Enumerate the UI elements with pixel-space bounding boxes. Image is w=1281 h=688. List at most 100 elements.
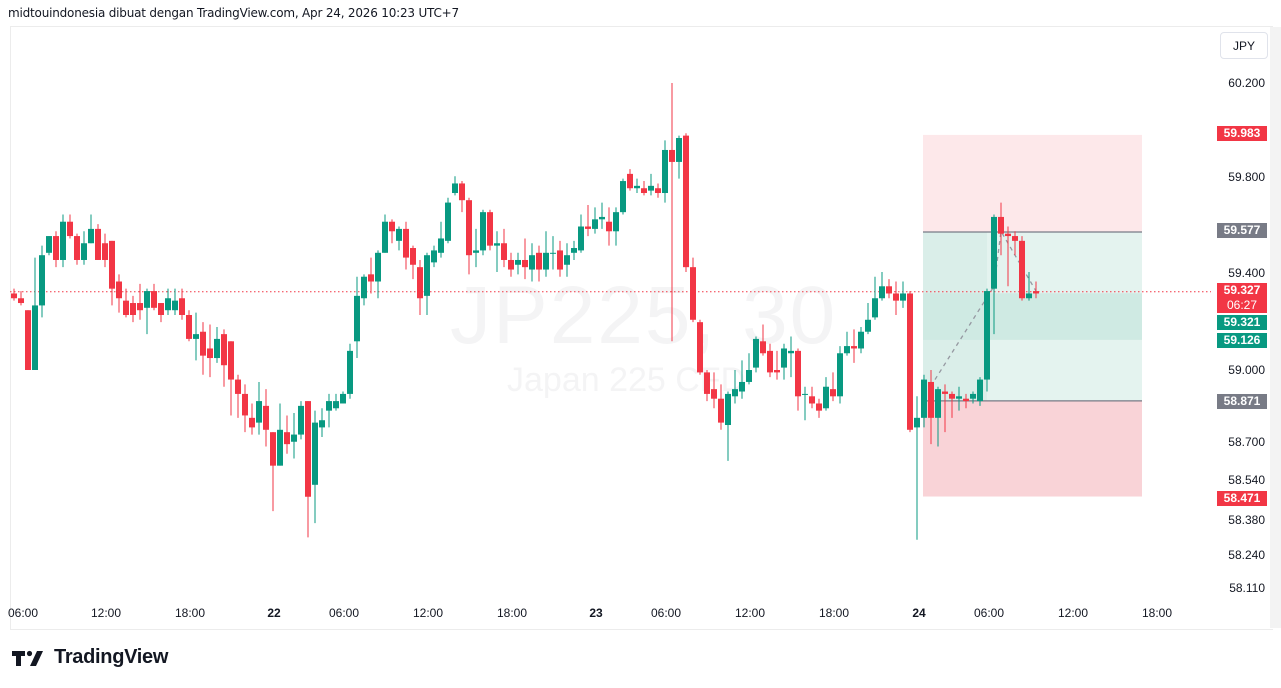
candle-body	[669, 149, 675, 162]
candle-body	[354, 295, 360, 342]
candle-body	[403, 228, 409, 258]
time-axis[interactable]: 06:00 12:00 18:00 22 06:00 12:00 18:00 23 06:00 1…	[8, 598, 1211, 628]
candle-body	[389, 221, 395, 232]
candle-body	[711, 389, 717, 399]
time-tick: 12:00	[734, 606, 766, 620]
price-label: 58.871	[1217, 394, 1267, 409]
candle-body	[165, 298, 171, 311]
candle-body	[942, 391, 948, 394]
candle-body	[46, 236, 52, 253]
price-tick: 58.240	[1228, 548, 1265, 562]
chart-plot-area[interactable]: JP225, 30 Japan 225 CFD	[10, 27, 1211, 597]
time-tick: 23	[589, 606, 603, 620]
candle-body	[606, 221, 612, 232]
candle-body	[312, 422, 318, 485]
candle-body	[361, 276, 367, 299]
candle-body	[102, 243, 108, 260]
candle-body	[123, 300, 129, 315]
candle-body	[718, 398, 724, 423]
candle-body	[949, 393, 955, 399]
candle-body	[270, 432, 276, 466]
candle-body	[620, 181, 626, 213]
price-label: 59.983	[1217, 126, 1267, 141]
candle-body	[592, 219, 598, 229]
filled-zone	[923, 232, 987, 401]
candle-body	[795, 350, 801, 397]
currency-button[interactable]: JPY	[1220, 32, 1268, 59]
candle-body	[424, 255, 430, 296]
candle-body	[81, 243, 87, 260]
candle-body	[613, 212, 619, 232]
candle-body	[676, 138, 682, 162]
symbol-watermark: JP225, 30	[450, 270, 838, 361]
candle-body	[662, 149, 668, 194]
price-tick: 58.110	[1229, 581, 1265, 595]
candle-body	[319, 420, 325, 428]
candle-body	[214, 338, 220, 359]
upper-zone	[923, 134, 1142, 233]
candle-body	[228, 341, 234, 380]
candle-body	[417, 267, 423, 299]
candle-body	[74, 236, 80, 260]
candle-body	[816, 403, 822, 411]
candle-body	[445, 202, 451, 241]
tradingview-logo[interactable]: TradingView	[12, 646, 168, 669]
candle-body	[578, 226, 584, 251]
candle-body	[977, 379, 983, 402]
time-tick: 22	[267, 606, 281, 620]
candle-body	[11, 293, 17, 299]
candle-body	[438, 238, 444, 253]
chart-attribution-header: midtouindonesia dibuat dengan TradingVie…	[8, 6, 459, 20]
candle-body	[242, 393, 248, 416]
price-tick: 58.540	[1228, 473, 1265, 487]
candle-body	[809, 396, 815, 404]
candle-body	[193, 334, 199, 339]
candle-body	[431, 250, 437, 263]
candle-body	[543, 252, 549, 270]
candlestick-chart[interactable]	[10, 27, 1211, 597]
time-tick: 06:00	[650, 606, 682, 620]
candle-body	[347, 350, 353, 394]
candle-body	[515, 259, 521, 265]
candle-body	[529, 255, 535, 270]
candle-body	[60, 221, 66, 260]
candle-body	[382, 221, 388, 253]
price-tick: 59.800	[1228, 170, 1265, 184]
price-axis[interactable]: 60.200 59.800 59.400 59.000 58.700 58.540 58.3…	[1211, 27, 1271, 597]
time-tick: 12:00	[412, 606, 444, 620]
candle-body	[767, 350, 773, 373]
candle-body	[277, 429, 283, 466]
candle-body	[333, 401, 339, 409]
candle-body	[179, 298, 185, 315]
candle-body	[690, 267, 696, 320]
time-tick: 24	[912, 606, 926, 620]
candle-body	[1012, 236, 1018, 241]
time-tick: 18:00	[1141, 606, 1173, 620]
candle-body	[158, 303, 164, 315]
candle-body	[109, 240, 115, 289]
price-tick: 60.200	[1228, 76, 1265, 90]
candle-body	[151, 291, 157, 308]
candle-body	[956, 396, 962, 399]
candle-body	[256, 401, 262, 423]
candle-body	[550, 252, 556, 254]
candle-body	[487, 212, 493, 246]
candle-body	[872, 298, 878, 318]
candle-body	[235, 379, 241, 394]
candle-body	[683, 135, 689, 268]
time-tick: 06:00	[328, 606, 360, 620]
candle-body	[1026, 293, 1032, 299]
candle-body	[571, 248, 577, 253]
candle-body	[18, 298, 24, 304]
price-label: 59.321	[1217, 315, 1267, 330]
candle-body	[697, 322, 703, 373]
candle-body	[648, 185, 654, 191]
candle-body	[627, 173, 633, 189]
candle-body	[599, 216, 605, 220]
candle-body	[963, 398, 969, 402]
price-label: 59.327 06:27	[1217, 283, 1267, 313]
price-tick: 59.400	[1228, 266, 1265, 280]
candle-body	[564, 255, 570, 265]
candle-body	[865, 319, 871, 332]
candle-body	[368, 274, 374, 282]
